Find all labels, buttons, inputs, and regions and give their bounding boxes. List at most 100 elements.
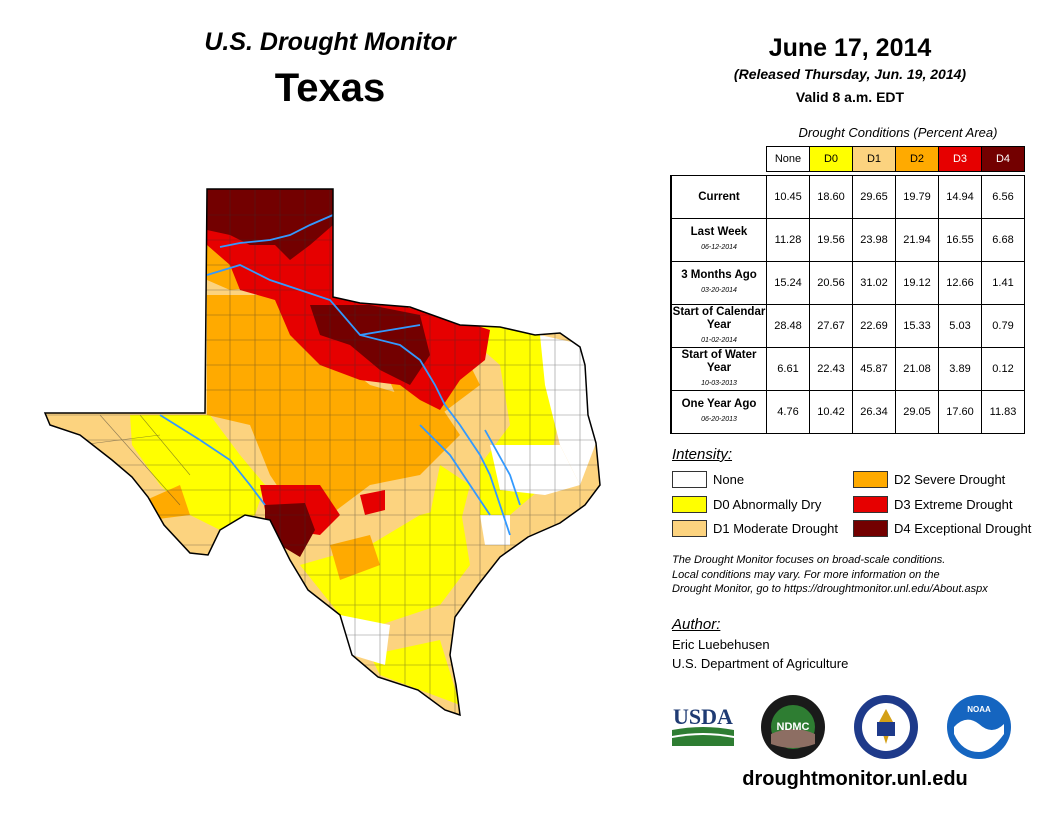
table-cell: 19.56 — [809, 218, 853, 262]
author-org: U.S. Department of Agriculture — [672, 656, 849, 671]
drought-conditions-table: None D0 D1 D2 D3 D4 Current 10.45 18.60 … — [670, 146, 1025, 434]
table-cell: 19.12 — [895, 261, 939, 305]
table-cell: 23.98 — [852, 218, 896, 262]
table-cell: 26.34 — [852, 390, 896, 434]
legend-swatch — [853, 520, 888, 537]
table-cell: 29.05 — [895, 390, 939, 434]
col-header-d2: D2 — [895, 146, 939, 172]
col-header-d3: D3 — [938, 146, 982, 172]
state-title: Texas — [274, 66, 386, 110]
legend-item-d2: D2 Severe Drought — [853, 471, 1005, 488]
legend-label: D4 Exceptional Drought — [894, 521, 1032, 536]
legend-label: D1 Moderate Drought — [713, 521, 839, 536]
table-cell: 3.89 — [938, 347, 982, 391]
row-label: 3 Months Ago — [681, 269, 757, 281]
ndmc-logo-text: NDMC — [777, 721, 810, 733]
table-cell: 16.55 — [938, 218, 982, 262]
table-cell: 21.94 — [895, 218, 939, 262]
note-line: Drought Monitor, go to https://droughtmo… — [672, 583, 988, 595]
table-cell: 45.87 — [852, 347, 896, 391]
row-date: 06-12-2014 — [701, 244, 737, 251]
table-cell: 27.67 — [809, 304, 853, 348]
monitor-title: U.S. Drought Monitor — [204, 28, 456, 56]
table-cell: 4.76 — [766, 390, 810, 434]
row-date: 06-20-2013 — [701, 416, 737, 423]
table-row: Current 10.45 18.60 29.65 19.79 14.94 6.… — [670, 175, 1025, 219]
table-cell: 5.03 — [938, 304, 982, 348]
table-cell: 31.02 — [852, 261, 896, 305]
legend-swatch — [853, 471, 888, 488]
note-line: The Drought Monitor focuses on broad-sca… — [672, 554, 946, 566]
legend-title: Intensity: — [672, 446, 733, 463]
legend-swatch — [672, 496, 707, 513]
legend-label: D0 Abnormally Dry — [713, 497, 822, 512]
author-title: Author: — [672, 616, 721, 633]
table-cell: 20.56 — [809, 261, 853, 305]
legend-swatch — [672, 520, 707, 537]
legend-item-d0: D0 Abnormally Dry — [672, 496, 821, 513]
table-row: 3 Months Ago 03-20-2014 15.24 20.56 31.02… — [670, 261, 1025, 305]
table-cell: 29.65 — [852, 175, 896, 219]
table-cell: 11.83 — [981, 390, 1025, 434]
legend-swatch — [672, 471, 707, 488]
row-date: 10-03-2013 — [701, 379, 737, 387]
author-name: Eric Luebehusen — [672, 637, 770, 652]
legend-label: D3 Extreme Drought — [894, 497, 1013, 512]
table-row: Start of Water Year 10-03-2013 6.61 22.43… — [670, 347, 1025, 391]
table-cell: 22.43 — [809, 347, 853, 391]
table-cell: 10.42 — [809, 390, 853, 434]
col-header-d1: D1 — [852, 146, 896, 172]
usda-logo: USDA — [670, 700, 736, 748]
table-cell: 11.28 — [766, 218, 810, 262]
legend-item-d1: D1 Moderate Drought — [672, 520, 838, 537]
row-label: One Year Ago — [681, 398, 757, 410]
table-cell: 1.41 — [981, 261, 1025, 305]
table-row: One Year Ago 06-20-2013 4.76 10.42 26.34 … — [670, 390, 1025, 434]
table-row: Last Week 06-12-2014 11.28 19.56 23.98 21… — [670, 218, 1025, 262]
table-row: Start of Calendar Year 01-02-2014 28.48 2… — [670, 304, 1025, 348]
table-cell: 6.68 — [981, 218, 1025, 262]
ndmc-logo: NDMC — [760, 694, 826, 760]
table-cell: 12.66 — [938, 261, 982, 305]
note-line: Local conditions may vary. For more info… — [672, 568, 940, 581]
valid-time: Valid 8 a.m. EDT — [795, 89, 905, 105]
website-url[interactable]: droughtmonitor.unl.edu — [742, 768, 968, 790]
table-caption: Drought Conditions (Percent Area) — [798, 125, 998, 140]
col-header-d0: D0 — [809, 146, 853, 172]
table-cell: 14.94 — [938, 175, 982, 219]
table-cell: 17.60 — [938, 390, 982, 434]
table-cell: 21.08 — [895, 347, 939, 391]
row-label: Last Week — [690, 226, 748, 238]
table-cell: 0.12 — [981, 347, 1025, 391]
noaa-logo-text: NOAA — [967, 705, 991, 714]
table-cell: 28.48 — [766, 304, 810, 348]
row-label: Current — [698, 190, 740, 203]
disclaimer-note: The Drought Monitor focuses on broad-sca… — [672, 553, 1052, 597]
table-cell: 6.56 — [981, 175, 1025, 219]
noaa-logo: NOAA — [946, 694, 1012, 760]
row-label: Start of Calendar Year — [672, 305, 766, 331]
col-header-none: None — [766, 146, 810, 172]
legend-label: D2 Severe Drought — [894, 472, 1006, 487]
table-cell: 15.24 — [766, 261, 810, 305]
table-cell: 15.33 — [895, 304, 939, 348]
legend-swatch — [853, 496, 888, 513]
legend-item-none: None — [672, 471, 744, 488]
doc-seal — [853, 694, 919, 760]
table-cell: 22.69 — [852, 304, 896, 348]
legend-label: None — [713, 472, 745, 487]
table-cell: 18.60 — [809, 175, 853, 219]
row-label: Start of Water Year — [681, 348, 757, 374]
texas-drought-map — [40, 185, 630, 730]
table-cell: 0.79 — [981, 304, 1025, 348]
map-date: June 17, 2014 — [768, 34, 932, 62]
release-date: (Released Thursday, Jun. 19, 2014) — [733, 66, 967, 82]
row-date: 01-02-2014 — [701, 336, 737, 344]
legend-item-d3: D3 Extreme Drought — [853, 496, 1013, 513]
table-cell: 6.61 — [766, 347, 810, 391]
table-cell: 10.45 — [766, 175, 810, 219]
legend-item-d4: D4 Exceptional Drought — [853, 520, 1031, 537]
usda-logo-text: USDA — [673, 704, 733, 729]
table-cell: 19.79 — [895, 175, 939, 219]
row-date: 03-20-2014 — [701, 287, 737, 294]
